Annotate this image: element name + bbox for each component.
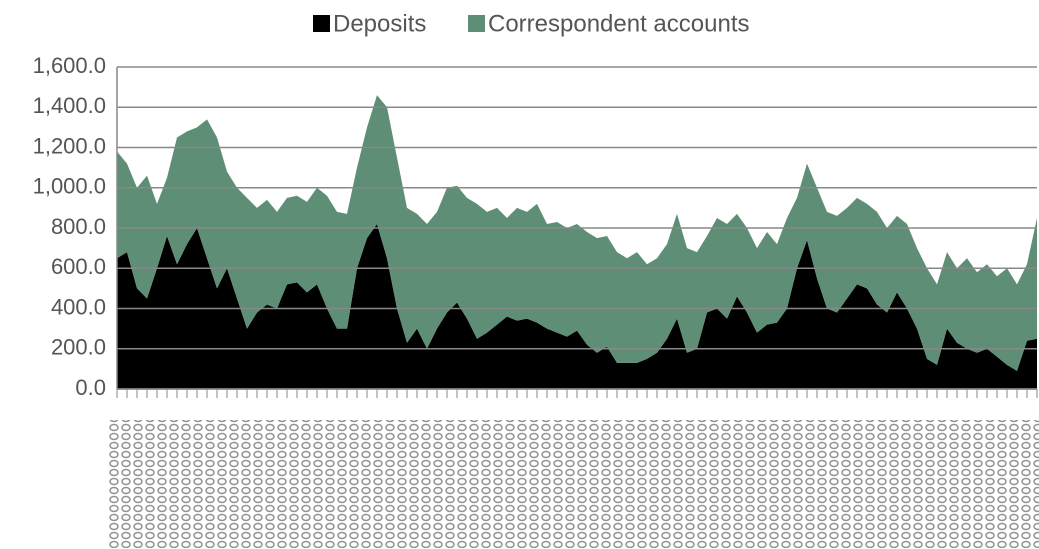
y-tick-label: 1,000.0: [33, 174, 106, 199]
y-tick-label: 600.0: [51, 254, 106, 279]
legend: Deposits Correspondent accounts: [313, 10, 750, 37]
y-tick-label: 0.0: [75, 375, 106, 400]
area: [117, 95, 1037, 371]
legend-label: Deposits: [333, 10, 426, 37]
plot-area: [117, 95, 1037, 389]
y-tick-label: 1,200.0: [33, 133, 106, 158]
legend-label: Correspondent accounts: [488, 10, 750, 37]
y-tick-label: 1,600.0: [33, 53, 106, 78]
legend-swatch: [468, 15, 485, 32]
y-tick-label: 200.0: [51, 335, 106, 360]
y-tick-label: 800.0: [51, 214, 106, 239]
y-tick-label: 1,400.0: [33, 93, 106, 118]
legend-swatch: [313, 15, 330, 32]
y-tick-label: 400.0: [51, 294, 106, 319]
area: [117, 223, 1037, 389]
x-label-clutter: [107, 420, 1039, 548]
